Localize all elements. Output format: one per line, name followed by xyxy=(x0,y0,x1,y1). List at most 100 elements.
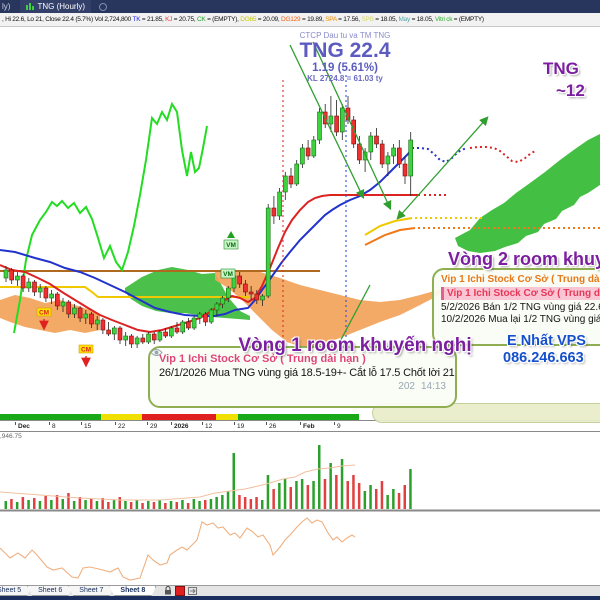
volume-bar xyxy=(397,493,401,509)
volume-bar xyxy=(318,445,321,509)
yellow-support xyxy=(0,286,250,298)
candle-body xyxy=(15,275,20,281)
param-segment: = 20.75, xyxy=(172,16,197,23)
candle-body xyxy=(351,119,357,145)
volume-bar xyxy=(107,502,110,509)
pin-icon[interactable] xyxy=(99,2,108,11)
nav-icon[interactable] xyxy=(188,582,198,600)
candle-body xyxy=(32,281,37,293)
volume-bar xyxy=(306,485,310,509)
volume-bar xyxy=(392,489,395,509)
broker-phone: 086.246.663 xyxy=(503,350,584,366)
axis-tick xyxy=(81,422,82,425)
volume-bar xyxy=(181,500,184,509)
volume-bar xyxy=(10,499,13,509)
volume-bar xyxy=(61,499,64,509)
candle-body xyxy=(220,297,225,305)
volume-bar xyxy=(158,500,161,509)
candle-body xyxy=(408,139,414,177)
candle-body xyxy=(26,281,32,289)
ribbon-segment xyxy=(216,414,238,420)
candle-body xyxy=(339,107,345,133)
param-segment: = 17.56, xyxy=(336,16,362,23)
volume-bar xyxy=(175,502,178,509)
param-segment: = 18.05, xyxy=(410,16,435,23)
candle-body xyxy=(106,329,111,335)
volume-bar xyxy=(21,497,25,509)
candle-body xyxy=(174,327,180,333)
axis-tick-label: 9 xyxy=(337,423,341,430)
box2-line2: 10/2/2026 Mua lại 1/2 TNG vùng giá 20-20… xyxy=(441,314,600,325)
volume-bar xyxy=(152,502,156,509)
candle-body xyxy=(305,147,311,157)
sheet-toolbar xyxy=(164,586,198,596)
target-label-value: ~12 xyxy=(556,81,585,100)
candle-body xyxy=(379,143,385,165)
chikou xyxy=(13,101,208,334)
annotation-band[interactable] xyxy=(372,403,600,423)
vm-marker-label: VM xyxy=(226,242,236,249)
volume-scale-label: ,946.75 xyxy=(0,433,22,440)
volume-bar xyxy=(329,463,332,509)
volume-bar xyxy=(95,501,99,509)
volume-bar xyxy=(335,475,338,509)
axis-tick-label: 15 xyxy=(84,423,92,430)
axis-tick-label: 19 xyxy=(237,423,245,430)
volume-bar xyxy=(50,500,53,509)
lower-panes-svg[interactable] xyxy=(0,432,600,585)
lower-panes[interactable]: ,946.75 xyxy=(0,432,600,585)
volume-bar xyxy=(386,495,389,509)
volume-bar xyxy=(323,479,327,509)
candle-body xyxy=(362,151,368,161)
volume-bar xyxy=(352,475,355,509)
tab-tng-hourly[interactable]: TNG (Hourly) xyxy=(20,0,92,13)
vm-marker-box xyxy=(220,268,236,279)
sheet-tab-7[interactable]: Sheet 7 xyxy=(68,586,114,596)
target-label-ticker: TNG xyxy=(543,59,579,78)
volume-bar xyxy=(255,497,258,509)
candle-body xyxy=(243,283,248,293)
candle-body xyxy=(248,291,254,295)
view-count: 202 xyxy=(398,381,415,392)
main-chart-area[interactable]: CM CM VM VM CTCP Dau tu va TM TNG TNG 22.4 … xyxy=(0,27,600,423)
axis-tick xyxy=(234,422,235,425)
candle-body xyxy=(72,307,77,315)
candle-body xyxy=(277,191,282,217)
candle-body xyxy=(385,155,391,165)
kumo-mid-orange xyxy=(215,270,445,347)
recommendation-box-1[interactable]: Vip 1 Ichi Stock Cơ Sở ( Trung dài hạn )… xyxy=(148,346,457,408)
volume-bar xyxy=(147,501,150,509)
record-icon[interactable] xyxy=(175,586,186,596)
candle-body xyxy=(226,287,231,299)
volume-bar xyxy=(209,499,213,509)
sheet-tab-8[interactable]: Sheet 8 xyxy=(109,586,156,596)
param-segment: = (EMPTY) xyxy=(452,16,484,23)
cm-marker-box xyxy=(78,344,94,354)
volume-bar xyxy=(78,497,82,509)
cm-marker-label: CM xyxy=(81,347,91,354)
candle-body xyxy=(37,287,43,293)
param-segment: Vitri ck xyxy=(434,16,453,23)
volume-bar xyxy=(403,485,406,509)
axis-tick xyxy=(15,422,16,425)
axis-tick-label: Dec xyxy=(18,423,30,430)
sheet-tab-5[interactable]: Sheet 5 xyxy=(0,586,32,596)
candle-body xyxy=(60,301,66,307)
prev-tab-fragment[interactable]: ly) xyxy=(2,2,11,11)
candle-body xyxy=(54,293,60,307)
sheet-tab-6[interactable]: Sheet 6 xyxy=(27,586,73,596)
param-segment: TK xyxy=(132,16,141,23)
recommendation-box-2[interactable]: Vip 1 Ichi Stock Cơ Sở ( Trung dài hạn )… xyxy=(432,268,600,346)
param-segment: CK xyxy=(196,16,206,23)
box2-title: Vip 1 Ichi Stock Cơ Sở ( Trung dài hạn ) xyxy=(441,274,600,285)
trend-arrow xyxy=(396,116,489,220)
candle-body xyxy=(374,135,379,145)
volume-bar xyxy=(232,453,235,509)
volume-bar xyxy=(300,479,304,509)
main-chart-svg[interactable]: CM CM VM VM xyxy=(0,27,600,414)
lock-icon[interactable] xyxy=(164,582,172,600)
kumo-future-green xyxy=(455,134,600,253)
candle-body xyxy=(311,139,317,157)
candle-body xyxy=(140,337,146,343)
